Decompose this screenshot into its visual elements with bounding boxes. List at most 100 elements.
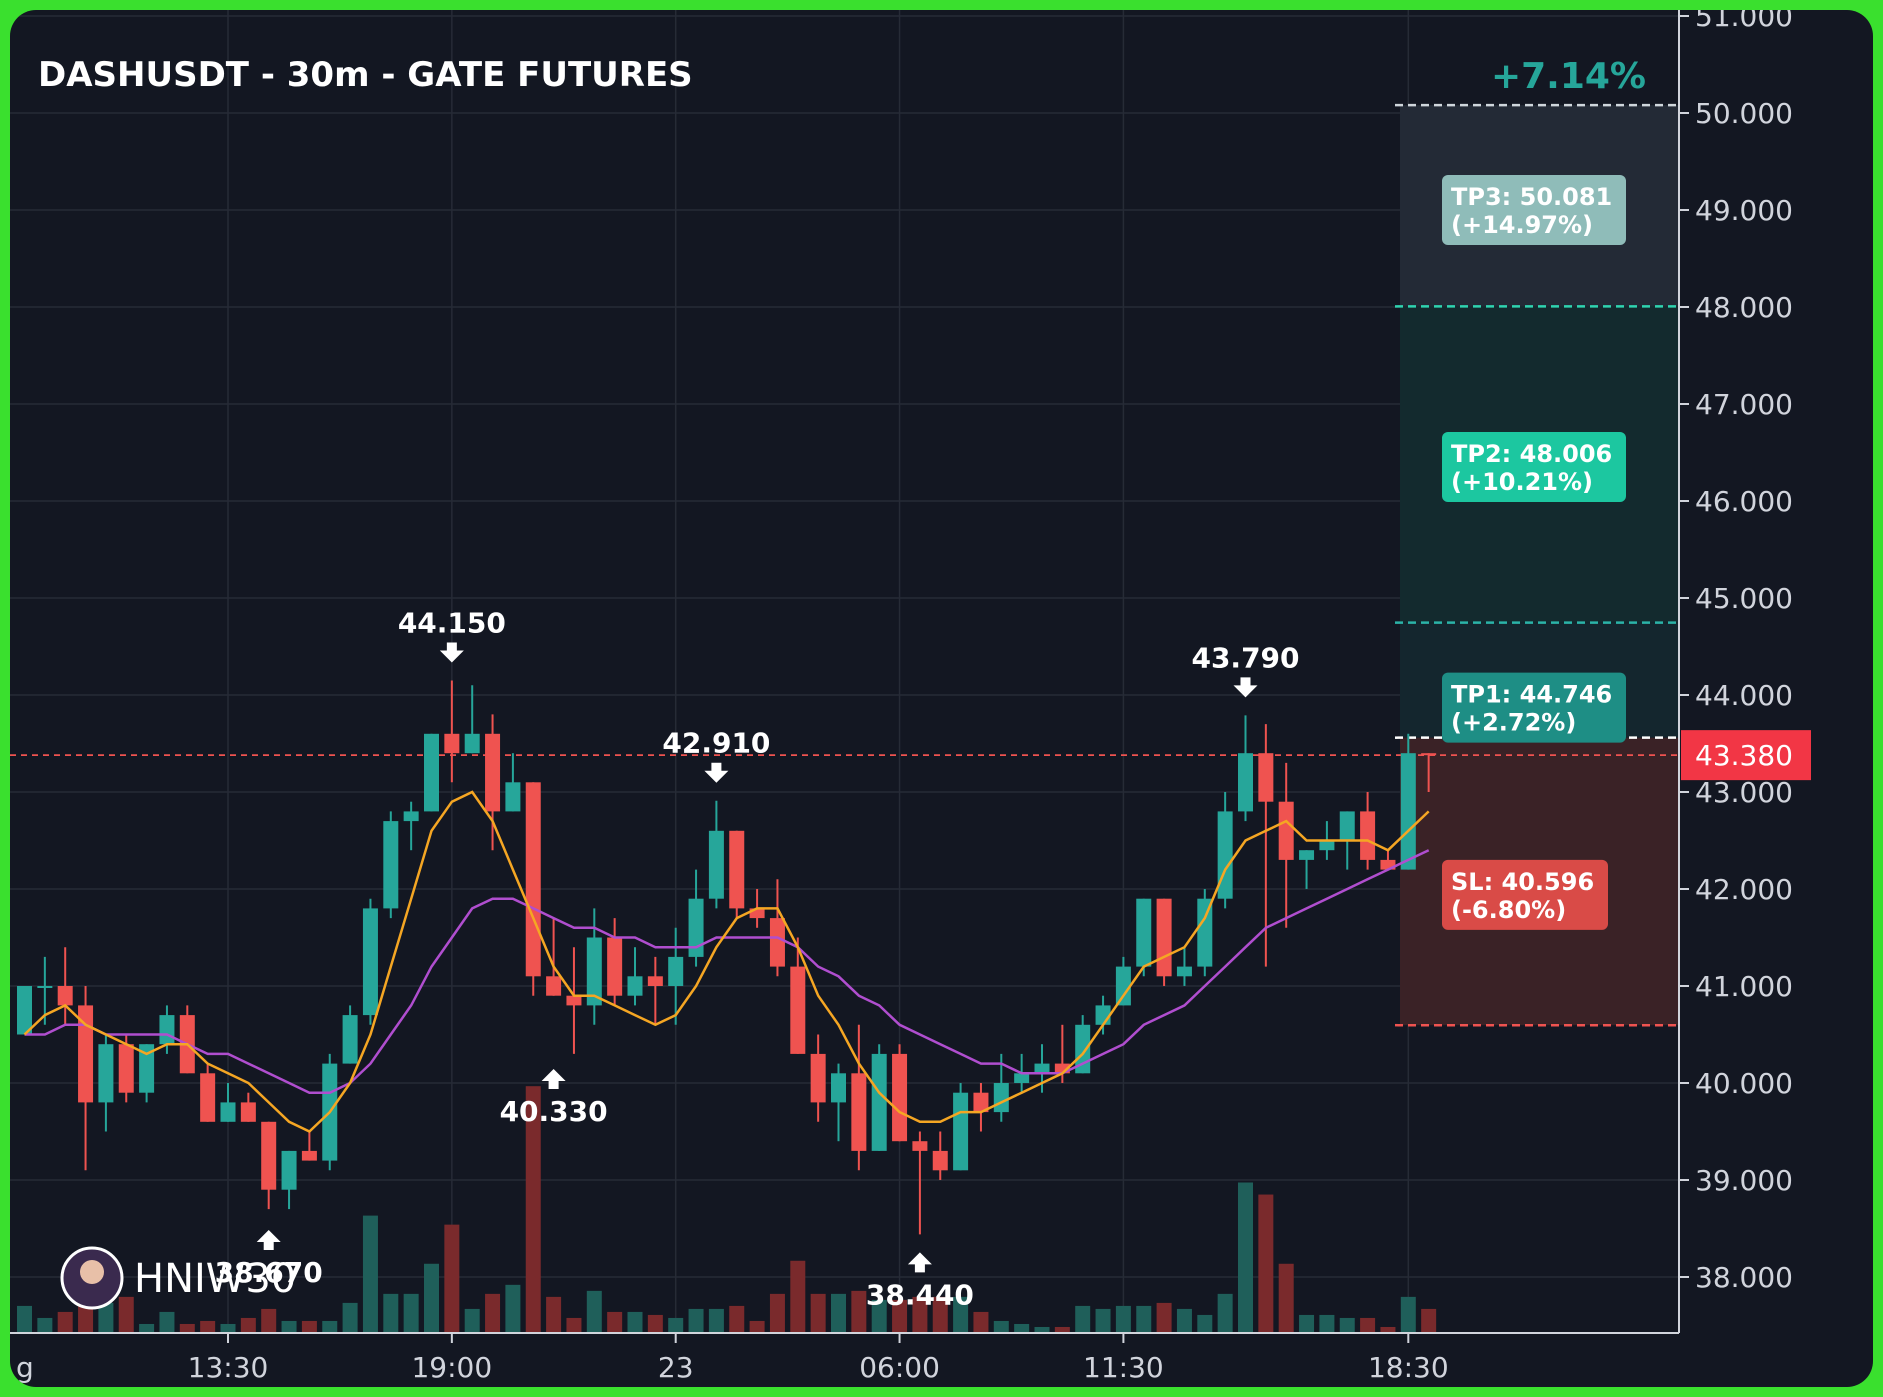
y-tick-label: 49.000 [1695,194,1793,227]
y-tick-label: 41.000 [1695,970,1793,1003]
candle-body [1319,840,1335,851]
watermark-text: HNIW30 [134,1256,296,1302]
volume-bar [383,1293,399,1333]
ma-fast-line [23,790,1430,1133]
volume-bar [1400,1296,1416,1333]
candle-body [1299,850,1315,860]
candle-body [831,1073,846,1103]
volume-bar [1054,1326,1070,1333]
candle-body [1380,859,1396,870]
volume-bar [444,1224,460,1333]
candle-body [607,937,623,996]
candle-body [1115,966,1131,1006]
volume-bar [892,1299,908,1333]
volume-bar [688,1308,704,1333]
arrow-up-icon [256,1230,281,1251]
volume-bar [810,1293,826,1333]
candle-body [627,976,643,996]
candle-body [1360,811,1376,860]
volume-bar [1075,1305,1091,1333]
volume-bar [1299,1314,1315,1333]
candle-body [749,908,765,919]
candle-body [729,830,745,909]
annotation-label: 42.910 [662,727,770,760]
candle-body [993,1083,1009,1113]
volume-bar [1339,1317,1355,1333]
candle-body [1095,1005,1111,1025]
volume-bar [118,1296,134,1333]
volume-bar [1258,1194,1274,1333]
candle-body [1136,898,1152,967]
volume-bar [627,1311,643,1333]
volume-bar [362,1215,378,1333]
volume-bar [708,1308,724,1333]
candle-body [953,1092,969,1171]
candle-body [668,956,684,986]
candle-body [871,1053,887,1151]
volume-bar [1156,1302,1172,1333]
volume-bar [566,1317,582,1333]
tp2-label-price: TP2: 48.006 [1451,440,1612,468]
candle-body [1176,966,1192,977]
current-price-label: 43.380 [1695,739,1793,772]
x-tick-label: 13:30 [188,1351,269,1384]
candle-body [586,937,602,1006]
volume-bar [1421,1308,1437,1333]
sl-label-price: SL: 40.596 [1451,868,1594,896]
ma-slow-line [24,849,1430,1094]
chart-title: DASHUSDT - 30m - GATE FUTURES [38,55,693,95]
volume-bar [1238,1182,1253,1333]
candle-body [546,976,562,996]
volume-bar [668,1317,684,1333]
watermark: HNIW30 [60,1246,296,1310]
candle-body [1034,1063,1050,1074]
candles [17,680,1437,1235]
volume-bar [1136,1305,1152,1333]
candle-body [342,1015,358,1064]
annotation-label: 38.440 [866,1278,974,1311]
tp1-label-pct: (+2.72%) [1451,709,1576,737]
volume-bar [220,1323,236,1333]
candle-body [1156,898,1172,977]
candle-body [118,1044,134,1093]
candle-body [200,1073,216,1122]
volume-bar [424,1263,439,1333]
candle-body [17,986,32,1035]
candle-body [1400,753,1416,870]
candle-body [769,918,785,967]
volume-bar [301,1320,317,1333]
candle-body [464,733,480,754]
tp1-label-box [1442,672,1626,743]
y-tick-label: 43.000 [1695,776,1793,809]
volume-bar [1360,1317,1376,1333]
price-annotations: 44.150 40.330 38.670 42.910 38.440 43.790 [215,606,1300,1311]
y-tick-label: 46.000 [1695,485,1793,518]
volume-bar [1176,1308,1192,1333]
sl-label-box [1442,859,1608,930]
candle-body [261,1121,277,1190]
candle-body [1339,811,1355,841]
volume-bar [1115,1305,1131,1333]
volume-bar [200,1320,216,1333]
y-tick-label: 40.000 [1695,1067,1793,1100]
candle-body [159,1015,175,1045]
candle-body [1238,753,1253,812]
target-labels: TP3: 50.081(+14.97%) TP2: 48.006(+10.21%)… [1442,56,1646,930]
candle-body [485,733,501,812]
candle-body [566,995,582,1006]
volume-bar [159,1311,175,1333]
volume-bar [871,1299,887,1333]
volume-bar [78,1302,94,1333]
candle-body [383,821,399,909]
y-tick-label: 50.000 [1695,97,1793,130]
candle-body [78,1005,94,1103]
candlestick-chart: 44.150 40.330 38.670 42.910 38.440 43.790 TP3… [10,10,1811,1384]
candle-body [281,1150,297,1190]
volume-bar [525,1086,541,1333]
tp3-label-pct: (+14.97%) [1451,211,1593,239]
candle-body [851,1073,867,1151]
tp3-label-price: TP3: 50.081 [1451,183,1612,211]
candle-body [37,986,53,988]
volume-bars [17,1086,1437,1333]
volume-bar [973,1311,989,1333]
